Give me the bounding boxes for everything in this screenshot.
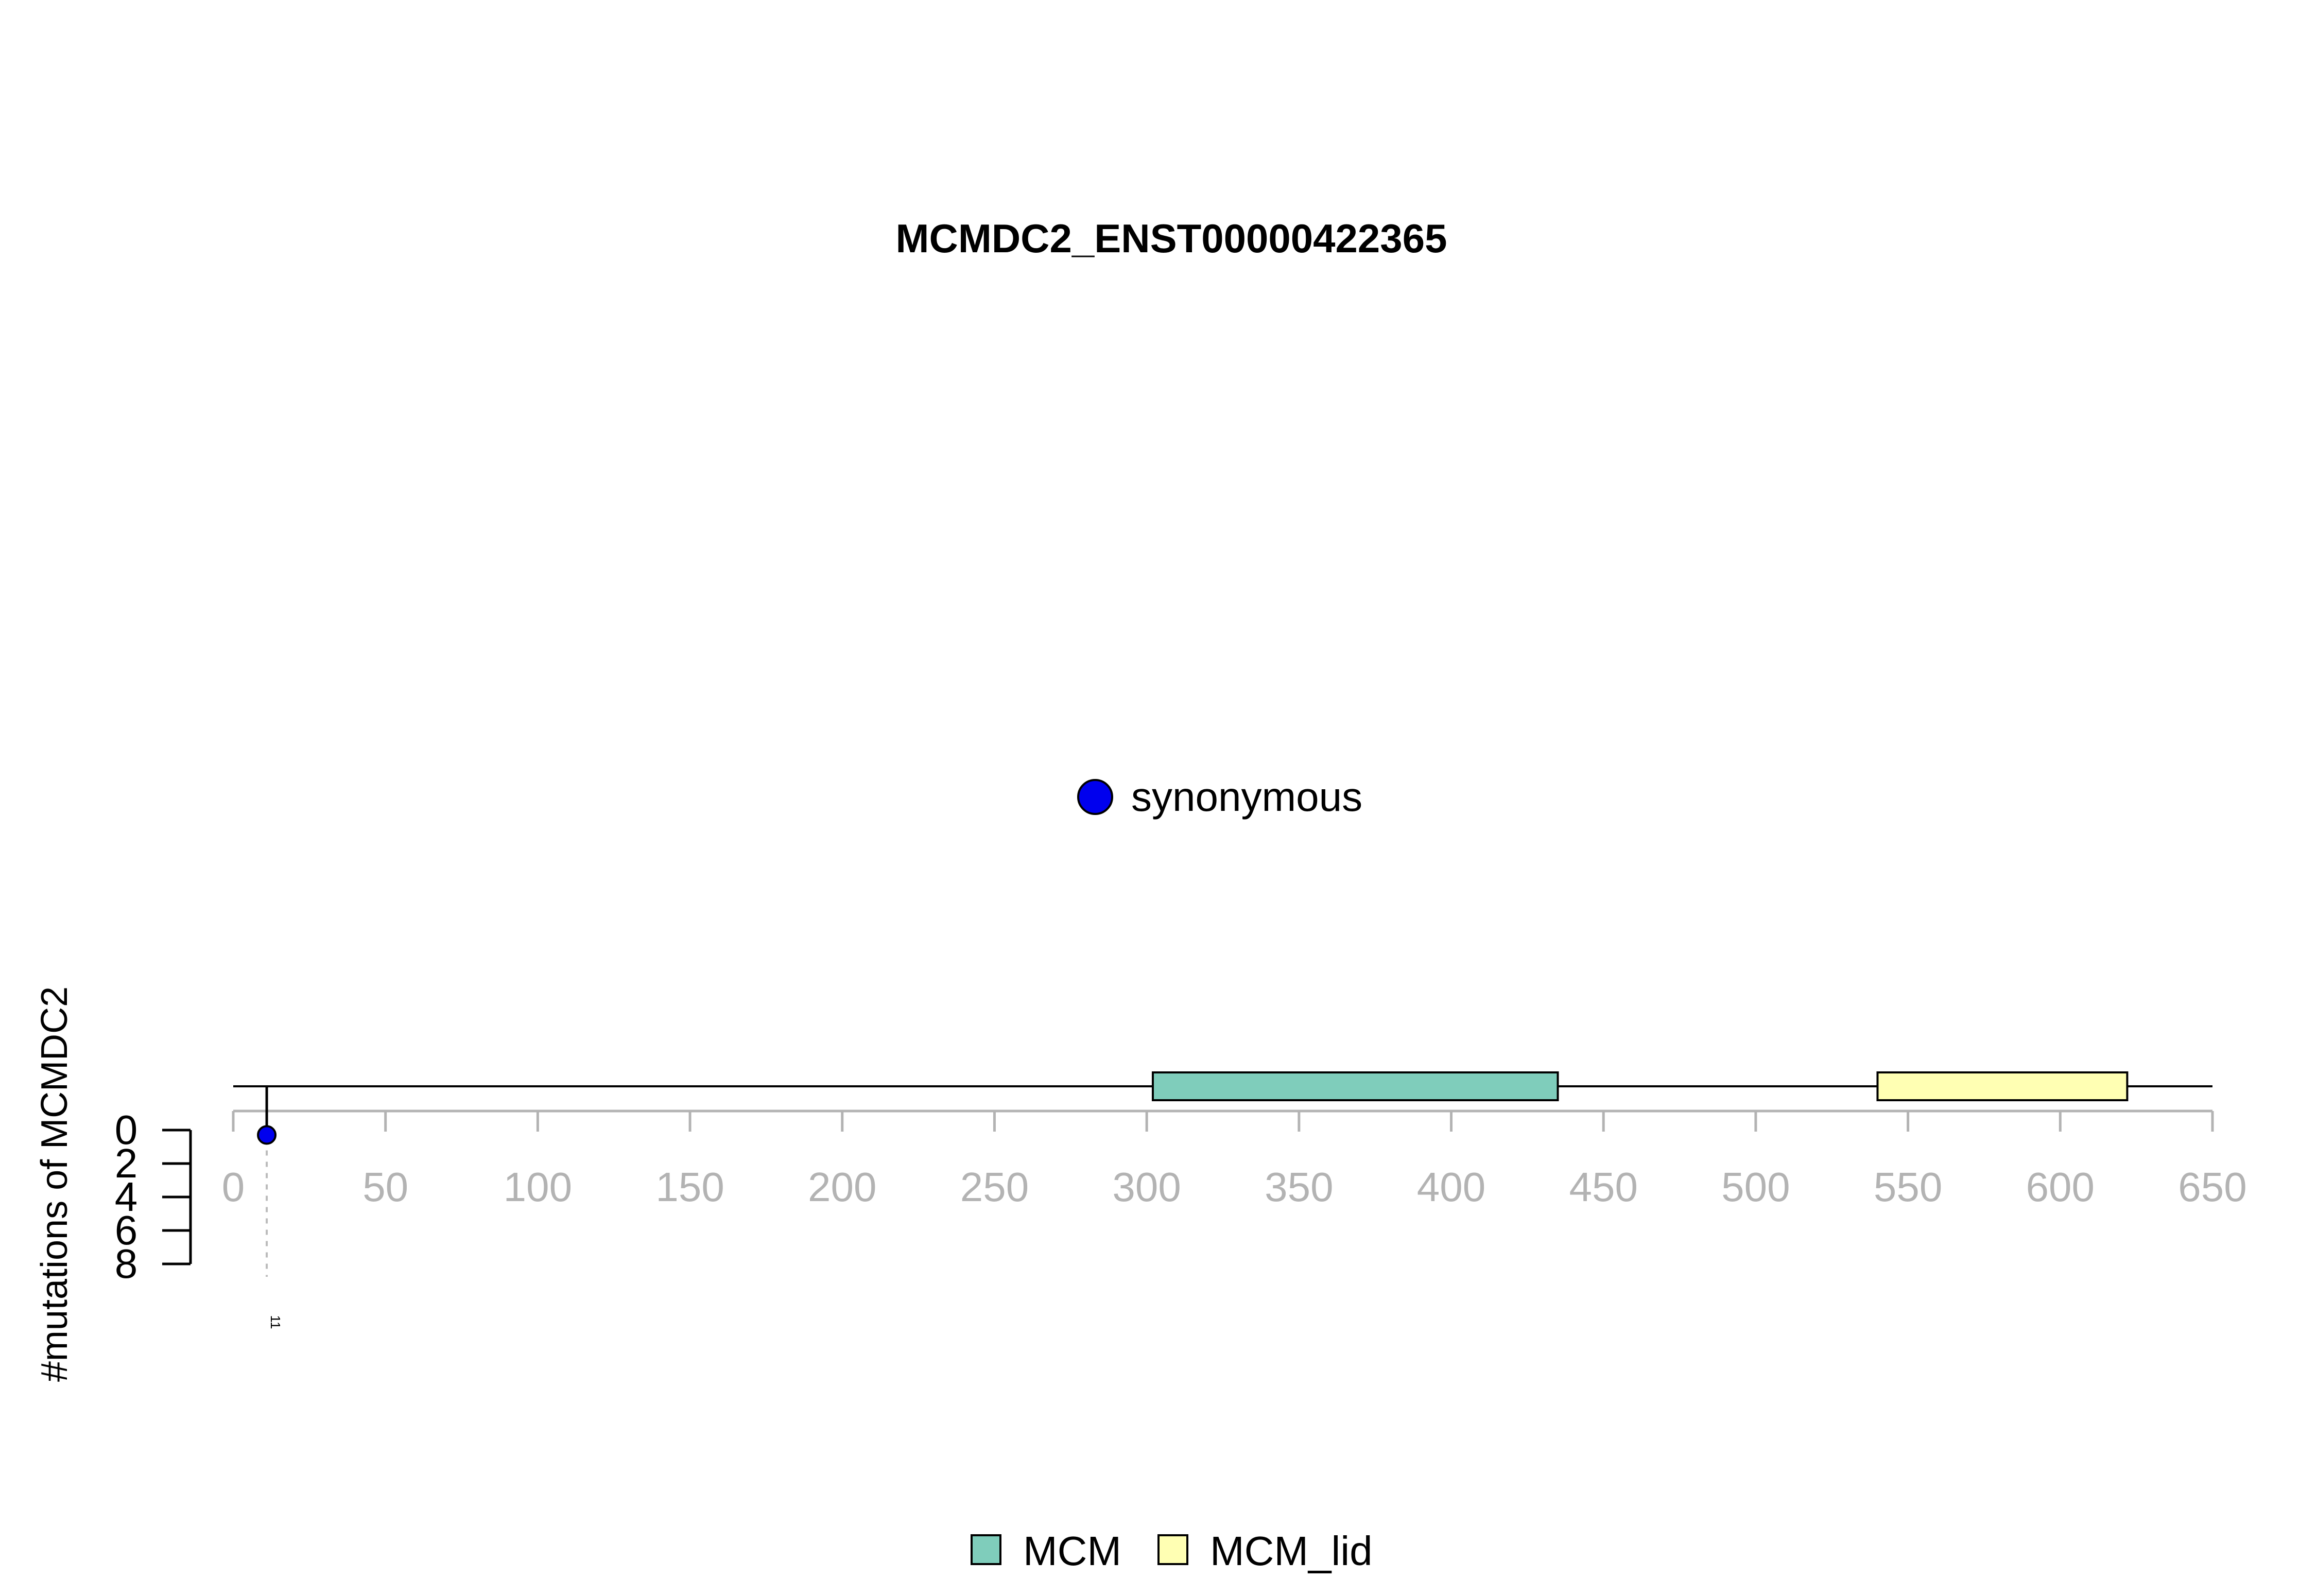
x-tick-label: 550 [1874,1164,1942,1210]
domain-mcm-lid [1876,1071,2129,1101]
y-tick-label: 6 [115,1207,138,1253]
y-axis-label: #mutations of MCMDC2 [34,986,75,1382]
protein-track [233,1071,2212,1101]
x-tick-label: 600 [2026,1164,2095,1210]
x-tick-label: 350 [1265,1164,1333,1210]
lollipop-head-synonymous [257,1125,277,1145]
x-tick-label: 100 [504,1164,572,1210]
x-tick-label: 0 [222,1164,245,1210]
legend-synonymous-label: synonymous [1131,774,1362,820]
y-tick-label: 0 [115,1107,138,1153]
x-tick-label: 450 [1569,1164,1637,1210]
legend-swatch-mcm-lid [1157,1534,1188,1565]
mutation-legend: synonymous [1077,774,1362,820]
x-tick-label: 50 [362,1164,408,1210]
x-tick-label: 250 [960,1164,1029,1210]
y-tick-label: 2 [115,1140,138,1186]
mutation-lollipops: 11 [257,1086,283,1329]
y-tick-label: 4 [115,1174,138,1220]
x-axis: 0 50 100 150 200 250 300 350 400 450 500 550 600 650 [222,1109,2247,1210]
x-tick-label: 150 [655,1164,724,1210]
domain-mcm [1151,1071,1559,1101]
x-tick-label: 650 [2178,1164,2246,1210]
legend-synonymous-marker [1077,779,1113,815]
x-tick-label: 400 [1417,1164,1485,1210]
legend-label-mcm-lid: MCM_lid [1210,1528,1373,1574]
y-tick-label: 8 [115,1241,138,1287]
domain-legend: MCM MCM_lid [971,1528,1373,1574]
legend-swatch-mcm [971,1534,1001,1565]
legend-label-mcm: MCM [1023,1528,1121,1574]
x-tick-label: 500 [1721,1164,1790,1210]
x-tick-label: 300 [1112,1164,1181,1210]
x-tick-label: 200 [808,1164,876,1210]
chart-title: MCMDC2_ENST00000422365 [896,216,1447,261]
mutation-position-label: 11 [268,1315,283,1329]
